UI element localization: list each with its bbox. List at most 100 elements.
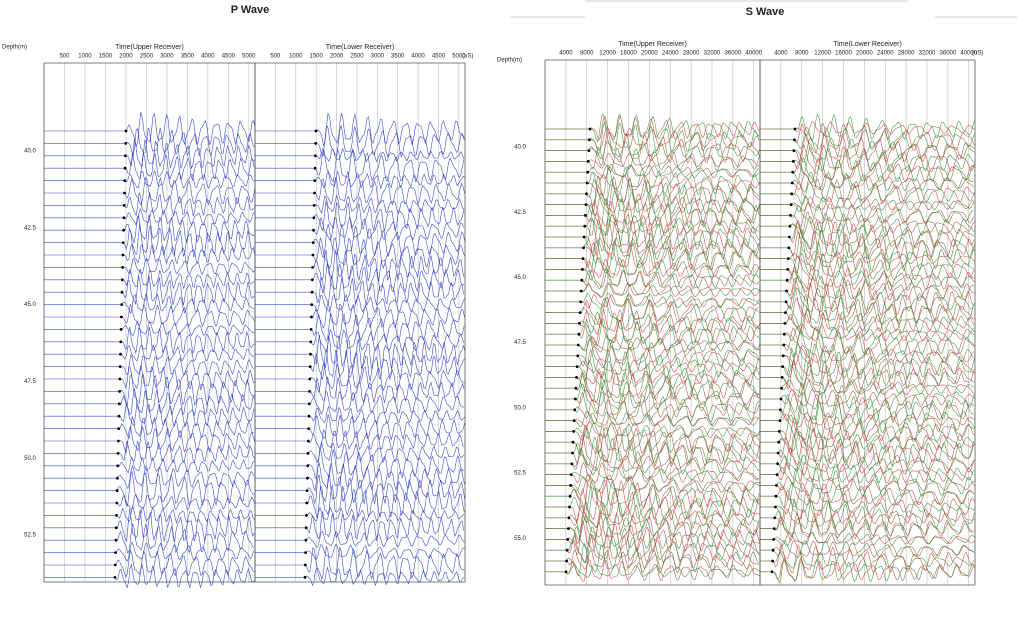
time-tick-label: 24000 [662, 51, 679, 57]
arrival-pick [785, 289, 788, 293]
waveform [44, 464, 255, 490]
arrival-pick [124, 142, 128, 145]
waveform [44, 364, 255, 391]
time-tick-label: 40000 [960, 51, 977, 57]
waveform [44, 505, 255, 524]
waveform [44, 138, 255, 169]
arrival-pick [791, 160, 795, 163]
waveform [545, 358, 759, 374]
waveform [760, 476, 975, 492]
panel-title: P Wave [231, 4, 270, 16]
waveform [255, 441, 465, 464]
waveform [44, 456, 255, 474]
waveform [760, 122, 975, 154]
arrival-pick [307, 427, 311, 430]
time-tick-label: 2000 [119, 54, 133, 60]
waveform [760, 219, 975, 250]
waveform [545, 319, 760, 346]
arrival-pick [576, 343, 580, 347]
waveform [545, 163, 759, 180]
arrival-pick [114, 551, 118, 554]
time-tick-label: 3000 [371, 54, 385, 60]
waveform [545, 140, 761, 160]
waveform [760, 255, 974, 280]
waveform [545, 559, 760, 582]
time-tick-label: 1000 [78, 54, 92, 60]
arrival-pick [780, 386, 783, 390]
waveform [44, 388, 255, 416]
arrival-pick [787, 235, 791, 239]
time-tick-label: 2500 [140, 54, 154, 60]
waveform [760, 250, 975, 266]
arrival-pick [114, 526, 118, 530]
arrival-pick [568, 505, 571, 509]
waveform [255, 216, 464, 242]
waveform [760, 252, 974, 284]
waveform [760, 447, 975, 476]
arrival-pick [781, 365, 785, 368]
waveform [255, 544, 465, 561]
waveform [760, 517, 974, 538]
waveform [545, 308, 760, 335]
waveform [545, 368, 760, 385]
waveform [760, 196, 975, 212]
waveform [545, 297, 759, 326]
waveform [44, 440, 255, 463]
waveform [545, 217, 760, 252]
waveform [760, 461, 974, 484]
waveform [545, 132, 761, 167]
arrival-pick [790, 192, 794, 196]
waveform [545, 411, 759, 428]
waveform [255, 200, 465, 232]
arrival-pick [309, 352, 312, 356]
arrival-pick [303, 563, 307, 567]
time-tick-label: 3000 [160, 54, 174, 60]
arrival-pick [305, 489, 309, 492]
arrival-pick [777, 430, 781, 433]
waveform [255, 294, 465, 314]
arrival-pick [117, 402, 121, 406]
arrival-pick [306, 439, 310, 443]
arrival-pick [305, 514, 308, 517]
waveform [760, 539, 975, 559]
arrival-pick [115, 514, 118, 517]
arrival-pick [783, 322, 787, 325]
arrival-pick [575, 376, 578, 379]
arrival-pick [773, 516, 777, 520]
plot-title: Time(Upper Receiver) [115, 44, 184, 51]
time-tick-label: 8000 [795, 51, 809, 57]
arrival-pick [119, 328, 123, 331]
depth-tick-label: 45.0 [514, 275, 526, 281]
waveform [44, 426, 256, 453]
waveform [545, 462, 760, 484]
arrival-pick [312, 228, 315, 232]
waveform [44, 223, 255, 258]
arrival-pick [118, 365, 122, 368]
arrival-pick [771, 548, 775, 552]
depth-tick-label: 40.0 [514, 145, 526, 151]
waveform [255, 511, 464, 542]
time-tick-label: 28000 [683, 51, 700, 57]
waveform [255, 545, 465, 580]
arrival-pick [115, 501, 119, 505]
waveform [255, 363, 465, 393]
waveform [760, 388, 975, 407]
arrival-pick [304, 526, 308, 530]
waveform [545, 257, 760, 281]
time-tick-label: 1500 [99, 54, 113, 60]
waveform [44, 192, 255, 217]
arrival-pick [307, 402, 311, 406]
waveform [44, 293, 254, 315]
arrival-pick [123, 166, 127, 170]
depth-tick-label: 55.0 [514, 536, 526, 542]
waveform [760, 467, 975, 500]
waveform [760, 557, 975, 585]
arrival-pick [121, 266, 125, 269]
time-tick-label: 500 [270, 54, 281, 60]
waveform [760, 275, 975, 303]
arrival-pick [775, 484, 778, 487]
waveform [760, 294, 975, 328]
arrival-pick [580, 268, 584, 271]
waveform [44, 112, 256, 147]
time-tick-label: 8000 [580, 51, 594, 57]
